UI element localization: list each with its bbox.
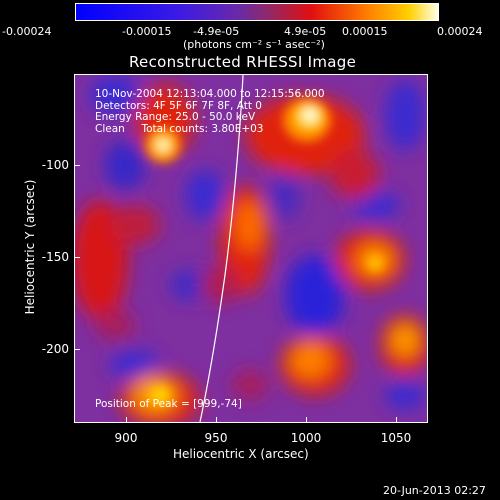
- colorbar-tick-labels: -0.00024 -0.00015 -4.9e-05 4.9e-05 0.000…: [0, 25, 500, 39]
- y-tick-label: -200: [41, 342, 69, 356]
- info-time-range: 10-Nov-2004 12:13:04.000 to 12:15:56.000: [95, 88, 325, 100]
- info-overlay: 10-Nov-2004 12:13:04.000 to 12:15:56.000…: [95, 88, 325, 135]
- y-tick-label: -150: [41, 250, 69, 264]
- x-tick-label: 950: [204, 431, 228, 445]
- info-energy-range: Energy Range: 25.0 - 50.0 keV: [95, 111, 256, 123]
- image-hotspots: [145, 98, 383, 404]
- colorbar-tick: 4.9e-05: [284, 25, 327, 38]
- y-tick-mark: [74, 349, 80, 350]
- image-plot: 10-Nov-2004 12:13:04.000 to 12:15:56.000…: [74, 74, 428, 423]
- solar-limb-line: [199, 75, 244, 422]
- colorbar-tick: -0.00024: [2, 25, 52, 38]
- x-axis-ticks: [0, 417, 500, 431]
- x-tick-label: 1050: [380, 431, 412, 445]
- x-tick-label: 900: [114, 431, 138, 445]
- y-tick-mark: [74, 165, 80, 166]
- y-tick-mark: [74, 257, 80, 258]
- colorbar-unit-label: (photons cm⁻² s⁻¹ asec⁻²): [183, 38, 325, 51]
- x-tick-label: 1000: [290, 431, 322, 445]
- y-axis-label: Heliocentric Y (arcsec): [23, 179, 37, 315]
- y-tick-label: -100: [41, 158, 69, 172]
- colorbar: [75, 3, 439, 21]
- colorbar-tick: -0.00015: [122, 25, 172, 38]
- rhessi-image: [75, 75, 427, 422]
- colorbar-tick: 0.00024: [437, 25, 483, 38]
- colorbar-gradient: [76, 4, 438, 20]
- info-counts: Clean Total counts: 3.80E+03: [95, 122, 264, 135]
- plot-title: Reconstructed RHESSI Image: [129, 53, 357, 71]
- info-detectors: Detectors: 4F 5F 6F 7F 8F, Att 0: [95, 99, 262, 112]
- x-axis-label: Heliocentric X (arcsec): [173, 447, 309, 461]
- colorbar-tick: -4.9e-05: [193, 25, 240, 38]
- peak-position-label: Position of Peak = [999,-74]: [95, 398, 242, 410]
- timestamp: 20-Jun-2013 02:27: [383, 484, 486, 497]
- image-blobs: [75, 75, 427, 422]
- colorbar-tick: 0.00015: [342, 25, 388, 38]
